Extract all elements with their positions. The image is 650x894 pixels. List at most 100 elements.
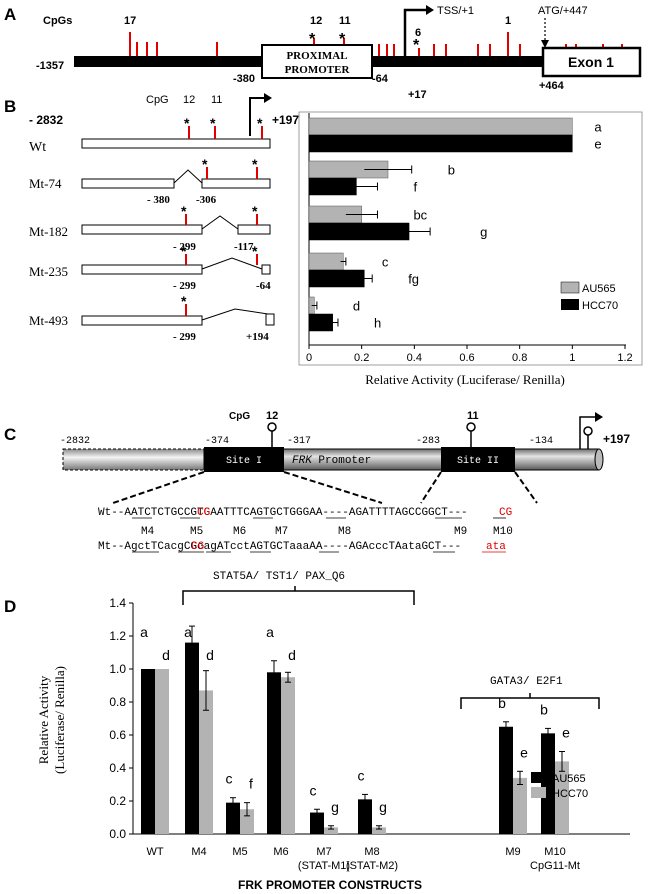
construct-bar-segment [81, 224, 203, 235]
cpg-12-label-c: 12 [266, 410, 278, 422]
construct-name: Mt-182 [29, 224, 68, 239]
panel-c-label: C [4, 425, 16, 444]
group1-label: STAT5A/ TST1/ PAX_Q6 [213, 571, 345, 583]
x-tick-label: M10 [544, 846, 565, 858]
cpg-17-number: 17 [124, 15, 136, 27]
mut-label: M5 [190, 526, 203, 538]
significance-letter: h [374, 316, 381, 331]
promoter-label-2: PROMOTER [285, 64, 351, 76]
bar-au565-m4 [185, 642, 199, 834]
cpg-6-number: 6 [415, 27, 421, 39]
mut-label: M6 [233, 526, 246, 538]
x-tick-label: 1 [569, 352, 575, 364]
cpg-11-label-b: 11 [211, 94, 222, 106]
x-tick-label: M4 [191, 846, 206, 858]
y-tick-label: 0.2 [109, 794, 126, 808]
legend-label-au565: AU565 [582, 283, 616, 295]
x-tick-label: M5 [232, 846, 247, 858]
cpgs-label: CpGs [43, 15, 72, 27]
cpg-11-number: 11 [339, 15, 351, 27]
tss-arrowhead-icon [595, 412, 603, 422]
panel-d: D STAT5A/ TST1/ PAX_Q6 GATA3/ E2F1 0.00.… [4, 571, 630, 892]
x-tick-label: 0 [306, 352, 312, 364]
x-tick-sublabel: (STAT-M1) [298, 860, 350, 872]
y-tick-label: 1.0 [109, 662, 126, 676]
exon-1-box [541, 46, 642, 78]
tss-arrow-icon [403, 8, 428, 56]
construct-pos-label: +194 [246, 331, 269, 343]
mut-label: M10 [493, 526, 513, 538]
significance-letter: a [594, 120, 602, 135]
panel-c: C -2832 -374 -317 -283 -134 +197 CpG 12 … [4, 410, 630, 553]
asterisk-icon: * [181, 203, 187, 219]
bar-hcc70-m6 [281, 677, 295, 834]
promoter-label-1: PROXIMAL [286, 50, 347, 62]
construct-bar-segment [81, 178, 175, 189]
atg-arrowhead-icon [541, 40, 549, 48]
frk-promoter-label: FRK Promoter [292, 455, 371, 467]
construct-name: Mt-235 [29, 264, 68, 279]
site-1-label: Site I [226, 455, 262, 467]
significance-letter: d [353, 299, 360, 314]
construct-bar-segment [237, 224, 271, 235]
group2-bracket [460, 697, 600, 709]
bar-hcc70-m5 [240, 809, 254, 834]
mt-cg11-highlight: ata [486, 541, 506, 553]
promoter-word: Promoter [312, 455, 371, 467]
panel-b: B - 2832 +197 CpG 12 11 Wt Mt-74 Mt-182 … [4, 93, 643, 387]
construct-bar-segment [261, 264, 271, 275]
mut-label: M8 [338, 526, 351, 538]
construct-pos-label: -117 [234, 241, 254, 253]
bar-hcc70-mt-235 [308, 269, 365, 288]
pos-minus-64: -64 [372, 73, 389, 85]
significance-letter: c [226, 771, 233, 787]
bar-au565-wt [141, 669, 155, 834]
x-tick-label: M9 [505, 846, 520, 858]
tss-label: TSS/+1 [437, 5, 474, 17]
chart-d-ylabel-2: (Luciferase/ Renilla) [52, 666, 67, 774]
significance-letter: d [206, 647, 214, 663]
bar-au565-m5 [226, 802, 240, 834]
bar-au565-m8 [358, 799, 372, 834]
wt-sequence: Wt--AATCTCTGCCGTGAATTTCAGTGCTGGGAA----AG… [98, 507, 468, 519]
significance-letter: g [379, 799, 387, 815]
site-1-box [204, 447, 284, 472]
significance-letter: bc [413, 208, 427, 223]
pos-c-283: -283 [416, 436, 440, 447]
significance-letter: a [266, 624, 274, 640]
x-tick-label: 1.2 [617, 352, 632, 364]
cpg-1-number: 1 [505, 15, 511, 27]
construct-name: Mt-74 [29, 176, 62, 191]
x-tick-sublabel: (STAT-M2) [346, 860, 398, 872]
construct-bar-segment [265, 313, 275, 326]
site-2-label: Site II [457, 455, 499, 467]
deletion-hinge [201, 215, 239, 230]
bar-au565-m7 [310, 812, 324, 834]
significance-letter: a [140, 624, 148, 640]
bar-au565-m6 [267, 672, 281, 834]
construct-pos-label: -64 [256, 280, 271, 292]
legend-label-hcc70: HCC70 [582, 300, 618, 312]
asterisk-icon: * [339, 31, 346, 48]
legend-swatch-au565 [531, 772, 546, 783]
x-tick-label: 0.6 [459, 352, 474, 364]
pos-minus-1357: -1357 [36, 60, 64, 72]
zoom-line [112, 471, 205, 504]
asterisk-icon: * [181, 293, 187, 309]
significance-letter: a [184, 624, 192, 640]
mt-sequence: Mt--AgctTCacgCGcagATcctAGTGCTaaaAA----AG… [98, 541, 461, 553]
significance-letter: e [520, 744, 528, 760]
x-tick-label: 0.8 [512, 352, 527, 364]
asterisk-icon: * [252, 203, 258, 219]
significance-letter: g [480, 225, 487, 240]
significance-letter: c [358, 767, 365, 783]
bar-au565-mt-235 [308, 252, 344, 271]
asterisk-icon: * [181, 243, 187, 259]
asterisk-icon: * [309, 31, 316, 48]
deletion-hinge [201, 308, 269, 321]
wt-cg12-highlight: CG [197, 507, 210, 519]
construct-end-label: +197 [272, 113, 299, 127]
bar-hcc70-m4 [199, 690, 213, 834]
construct-bar-segment [201, 178, 271, 189]
